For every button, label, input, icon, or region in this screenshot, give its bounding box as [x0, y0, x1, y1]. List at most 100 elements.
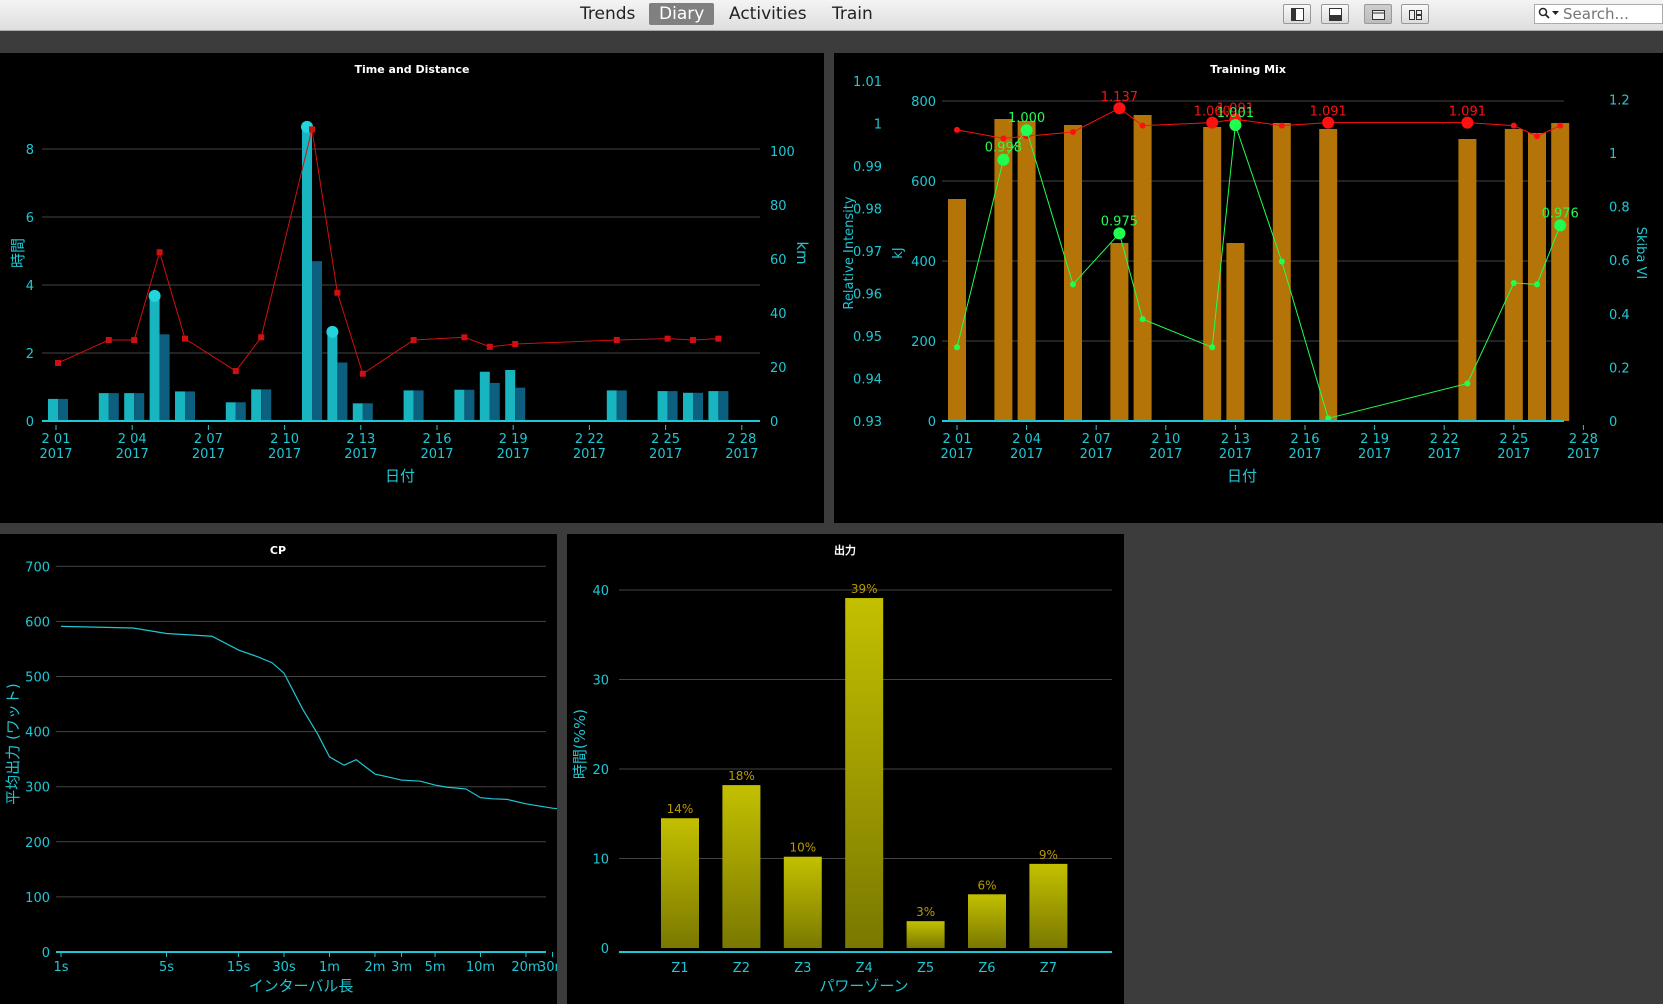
x-axis-label: 日付 — [1227, 467, 1257, 485]
power-zone-value-label: 3% — [916, 905, 935, 919]
distance-point — [232, 368, 239, 375]
x-tick-year: 2017 — [649, 447, 682, 462]
chart-title: Time and Distance — [355, 63, 470, 76]
distance-point — [105, 337, 112, 343]
x-axis-label: インターバル長 — [249, 977, 354, 995]
kj-bar — [994, 119, 1013, 421]
vi-highlight — [1554, 219, 1567, 232]
kj-bar — [1017, 121, 1036, 421]
power-zone-bar — [722, 785, 761, 948]
tab-view-button[interactable] — [1364, 4, 1392, 24]
y-tick-label: 100 — [25, 891, 50, 906]
x-tick-label: 1m — [319, 960, 340, 975]
power-zone-bar — [661, 818, 699, 948]
bottom-panel-icon — [1329, 8, 1342, 21]
power-zone-bar — [845, 598, 884, 948]
tab-activities[interactable]: Activities — [729, 4, 807, 24]
vi-line — [956, 124, 1561, 419]
tab-trends[interactable]: Trends — [580, 4, 636, 24]
x-tick-label: 2 13 — [1221, 432, 1250, 447]
kj-bar — [1272, 123, 1291, 421]
power-zone-value-label: 18% — [728, 769, 755, 783]
kj-tick-label: 0 — [928, 415, 936, 430]
distance-bar — [464, 389, 475, 421]
x-tick-label: 2 13 — [346, 432, 375, 447]
vi-axis-label: Skiba VI — [1633, 227, 1648, 279]
ri-tick-label: 0.93 — [853, 415, 882, 430]
intensity-highlight — [1322, 116, 1335, 129]
toggle-bottom-panel-button[interactable] — [1321, 4, 1349, 24]
y-tick-label: 20 — [592, 763, 609, 778]
x-tick-label: 2 19 — [499, 432, 528, 447]
x-axis-label: 日付 — [385, 467, 415, 485]
x-tick-label: 2 16 — [423, 432, 452, 447]
intensity-point — [1534, 133, 1540, 140]
y-axis-label: 平均出力 (ワット) — [4, 683, 22, 804]
x-tick-label: 2 28 — [1569, 432, 1598, 447]
distance-point — [55, 359, 61, 366]
power-zone-value-label: 14% — [667, 802, 694, 816]
x-tick-year: 2017 — [268, 447, 301, 462]
time-bar — [48, 398, 58, 421]
vi-value-label: 1.000 — [1008, 111, 1045, 126]
time-bar — [479, 371, 490, 421]
distance-point — [613, 337, 620, 343]
kj-bar — [1064, 125, 1082, 421]
time-bar — [352, 403, 363, 421]
kj-bar — [1504, 129, 1523, 421]
power-zone-bar — [1029, 863, 1068, 948]
y-tick-label: 4 — [26, 279, 34, 294]
time-bar — [251, 389, 262, 421]
kj-tick-label: 400 — [911, 255, 936, 270]
distance-point — [461, 334, 468, 341]
x-tick-label: 15s — [227, 960, 251, 975]
search-input[interactable] — [1563, 6, 1659, 22]
time-bar — [302, 128, 312, 421]
distance-point — [512, 341, 519, 348]
intensity-value-label: 1.091 — [1449, 105, 1486, 120]
x-tick-year: 2017 — [1149, 447, 1182, 462]
y2-tick-label: 0 — [770, 415, 778, 430]
distance-point — [309, 126, 315, 133]
power-zone-value-label: 9% — [1039, 848, 1058, 862]
ri-tick-label: 0.96 — [853, 288, 882, 303]
distance-bar — [185, 391, 195, 421]
x-tick-label: 2 01 — [943, 432, 972, 447]
time-bar — [124, 393, 135, 421]
y-tick-label: 6 — [26, 211, 34, 226]
ri-tick-label: 1 — [874, 118, 882, 133]
y-tick-label: 8 — [26, 143, 34, 158]
intensity-point — [954, 126, 960, 133]
x-tick-year: 2017 — [573, 447, 606, 462]
x-tick-label: 2m — [364, 960, 385, 975]
x-tick-label: Z4 — [856, 961, 873, 976]
distance-bar — [667, 391, 678, 421]
tile-view-button[interactable] — [1401, 4, 1429, 24]
x-tick-label: Z7 — [1040, 961, 1057, 976]
distance-bar — [362, 403, 373, 421]
vi-highlight — [1020, 124, 1033, 137]
distance-bar — [108, 393, 119, 421]
tab-diary[interactable]: Diary — [649, 3, 715, 25]
x-tick-label: 20m — [511, 960, 540, 975]
y-tick-label: 0 — [42, 946, 50, 961]
intensity-line — [956, 107, 1561, 139]
vi-point — [954, 344, 960, 351]
y-tick-label: 600 — [25, 615, 50, 630]
y-axis-label: 時間 — [9, 238, 27, 268]
tab-train[interactable]: Train — [832, 4, 873, 24]
x-tick-year: 2017 — [940, 447, 973, 462]
ri-tick-label: 0.94 — [853, 373, 882, 388]
ri-tick-label: 0.98 — [853, 203, 882, 218]
vi-highlight — [1113, 227, 1126, 240]
time-bar — [175, 391, 185, 421]
search-icon — [1538, 7, 1559, 19]
y-tick-label: 500 — [25, 671, 50, 686]
distance-bar — [693, 392, 703, 421]
toggle-sidebar-button[interactable] — [1283, 4, 1311, 24]
search-box[interactable] — [1534, 4, 1663, 24]
x-tick-year: 2017 — [1219, 447, 1252, 462]
vi-highlight — [997, 153, 1010, 166]
vi-highlight — [1229, 119, 1242, 132]
y-tick-label: 300 — [25, 781, 50, 796]
